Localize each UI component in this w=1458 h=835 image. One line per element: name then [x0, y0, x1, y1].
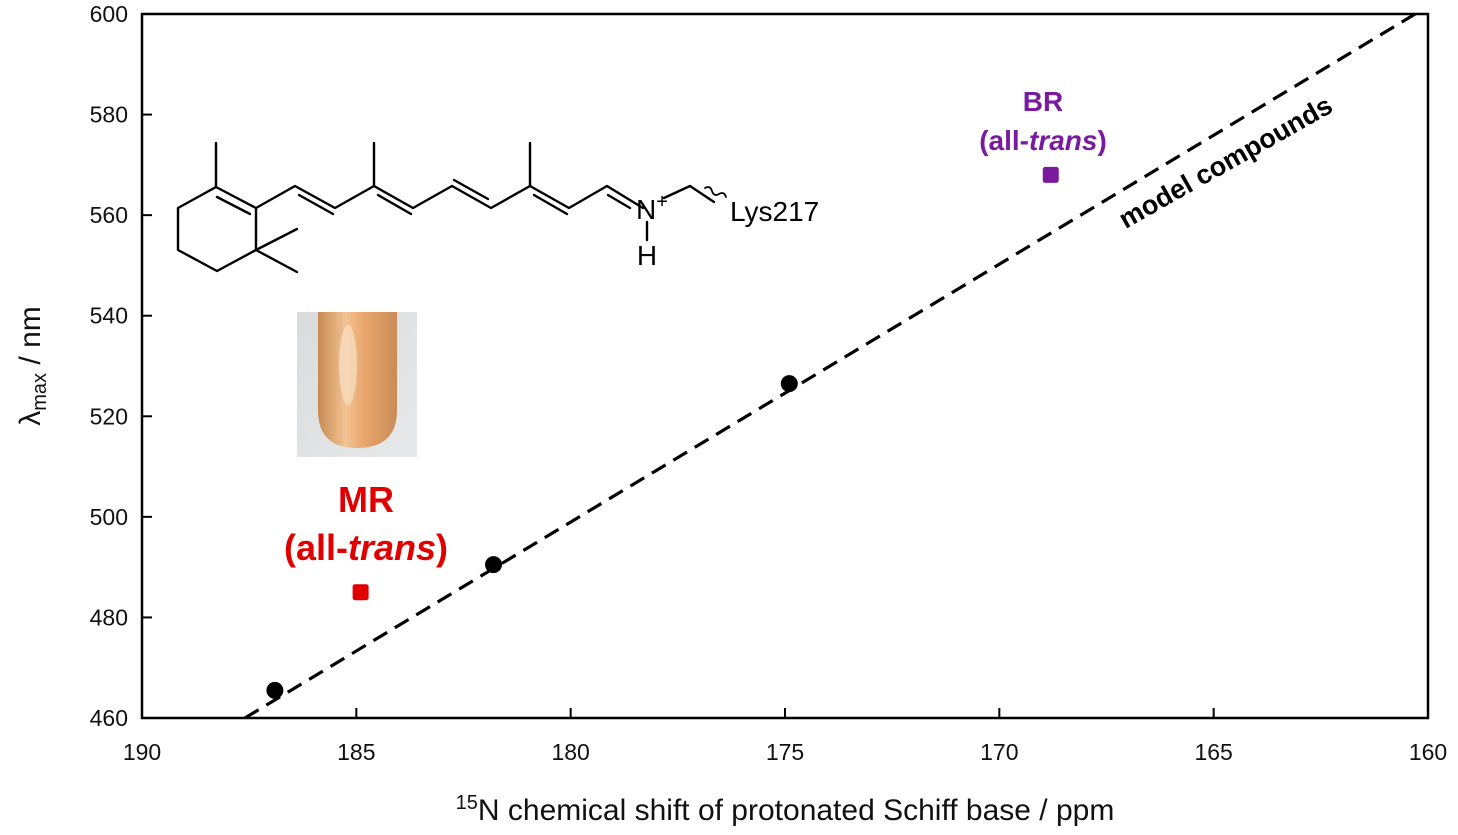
y-tick-label: 600 — [90, 1, 128, 27]
mr-sublabel: (all-trans) — [284, 527, 448, 568]
y-tick-label: 480 — [90, 604, 128, 630]
y-tick-label: 520 — [90, 403, 128, 429]
x-tick-label: 165 — [1194, 739, 1232, 765]
br-sublabel-suffix: ) — [1097, 125, 1106, 156]
model-compound-point — [485, 556, 503, 574]
y-tick-label: 580 — [90, 102, 128, 128]
mr-point — [352, 584, 369, 601]
gem-methyl-a — [254, 227, 299, 252]
fit-line-label: model compounds — [1114, 90, 1338, 234]
x-axis-title: 15N chemical shift of protonated Schiff … — [456, 792, 1115, 827]
br-sublabel-italic: trans — [1029, 125, 1097, 156]
double-bond-3 — [452, 178, 490, 201]
polyene-chain — [254, 184, 645, 210]
double-bond-2 — [376, 193, 413, 216]
br-point — [1042, 166, 1059, 183]
ring-double-bond — [215, 195, 252, 216]
mr-sublabel-prefix: (all- — [284, 527, 348, 568]
br-label: BR — [1023, 86, 1063, 117]
model-compound-point — [266, 681, 284, 699]
residue-label: Lys217 — [730, 196, 819, 227]
nitrogen-charge: + — [656, 191, 668, 213]
retinal-structure — [176, 141, 727, 274]
x-axis-title-text: N chemical shift of protonated Schiff ba… — [478, 794, 1114, 827]
y-tick-label: 540 — [90, 303, 128, 329]
double-bond-1 — [297, 193, 335, 216]
model-compound-point — [780, 375, 798, 393]
x-tick-label: 175 — [766, 739, 804, 765]
y-tick-label: 460 — [90, 705, 128, 731]
gem-methyl-b — [254, 248, 299, 274]
model-compounds-fit-line — [244, 12, 1416, 720]
mr-annotation: MR (all-trans) — [284, 479, 448, 568]
y-tick-label: 500 — [90, 504, 128, 530]
double-bond-5 — [606, 193, 632, 210]
tube-body — [318, 312, 397, 448]
br-sublabel: (all-trans) — [979, 125, 1107, 156]
hydrogen-label: H — [637, 240, 657, 271]
x-tick-label: 160 — [1409, 739, 1447, 765]
x-tick-label: 190 — [123, 739, 161, 765]
y-axis-title-rest: / nm — [14, 306, 47, 373]
nitrogen-label: N+ — [636, 191, 668, 225]
double-bond-4 — [532, 193, 569, 216]
tube-highlight — [339, 325, 357, 405]
y-axis: 460 480 500 520 540 560 580 600 — [90, 1, 152, 731]
n-ch2-bond — [662, 184, 716, 204]
mr-label: MR — [338, 479, 394, 520]
data-points — [266, 166, 1059, 699]
sample-tube-photo — [297, 312, 417, 457]
mr-sublabel-italic: trans — [348, 527, 436, 568]
x-axis: 190 185 180 175 170 165 160 — [123, 708, 1447, 765]
y-tick-label: 560 — [90, 202, 128, 228]
mr-sublabel-suffix: ) — [436, 527, 448, 568]
x-axis-title-superscript: 15 — [456, 792, 478, 814]
br-annotation: BR (all-trans) — [979, 86, 1107, 156]
y-axis-title-subscript: max — [29, 373, 51, 411]
ring-bonds — [176, 185, 258, 273]
x-tick-label: 180 — [551, 739, 589, 765]
x-tick-label: 185 — [337, 739, 375, 765]
y-axis-title-main: λ — [14, 411, 47, 426]
y-axis-title: λmax / nm — [14, 306, 51, 425]
wavy-bond — [704, 186, 727, 198]
x-tick-label: 170 — [980, 739, 1018, 765]
nitrogen-atom: N — [636, 194, 656, 225]
br-sublabel-prefix: (all- — [979, 125, 1029, 156]
